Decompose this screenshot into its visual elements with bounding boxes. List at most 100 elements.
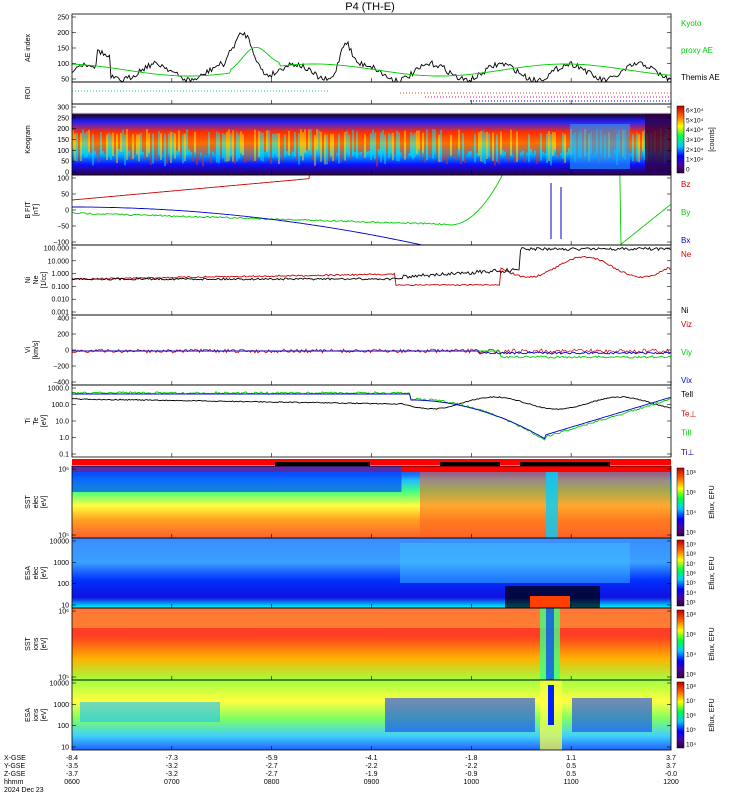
series-ni	[72, 246, 671, 281]
ytick-label: 100	[57, 581, 69, 588]
footer-row-label: Y-GSE	[4, 763, 25, 770]
ylabel-sst_e: elec	[33, 495, 40, 508]
panel-frame-ae	[71, 13, 672, 83]
ytick-label: 100.000	[44, 246, 69, 253]
colorbar-tick: 10⁴	[686, 652, 696, 659]
footer-value: -0.9	[465, 771, 477, 778]
legend-temperature: Te⊥	[681, 409, 696, 418]
plot-title: P4 (TH-E)	[345, 1, 395, 13]
ylabel-ae: AE index	[25, 33, 32, 62]
legend-velocity: Vix	[681, 376, 692, 385]
footer-value: -2.2	[365, 763, 377, 770]
legend-temperature: Tell	[681, 390, 693, 399]
ytick-label: 100	[57, 148, 69, 155]
footer-value: 1200	[663, 779, 679, 786]
ylabel-bfield: B FIT	[25, 201, 32, 219]
panel-frame-velocity	[71, 314, 672, 386]
colorbar-tick: 2×10⁴	[686, 147, 704, 154]
legend-density: Ni	[681, 306, 689, 315]
legend-temperature: Ti⊥	[681, 448, 694, 457]
colorbar-tick: 10⁴	[686, 742, 696, 749]
footer-value: -0.0	[665, 771, 677, 778]
legend-bfield: By	[681, 208, 690, 217]
ytick-label: 100	[57, 61, 69, 68]
footer-value: -3.5	[66, 763, 78, 770]
ytick-label: 0	[65, 208, 69, 215]
series-viz	[72, 348, 671, 354]
footer-row-label: hhmm	[4, 779, 24, 786]
footer-date: 2024 Dec 23	[4, 787, 44, 794]
ylabel-roi: ROI	[25, 87, 32, 100]
ytick-label: 1.000	[51, 271, 69, 278]
ytick-label: 1.0	[59, 435, 69, 442]
series-bz	[72, 175, 310, 201]
colorbar-tick: 1×10⁴	[686, 157, 704, 164]
ylabel-velocity: [km/s]	[33, 341, 40, 360]
colorbar-keogram	[676, 105, 685, 174]
series-themis-ae	[72, 31, 671, 82]
colorbar-tick: 0	[686, 167, 690, 174]
series-vix	[72, 350, 671, 355]
ytick-label: 10	[61, 603, 69, 610]
ylabel-sst_e: SST	[25, 494, 32, 508]
footer-value: -2.2	[465, 763, 477, 770]
ytick-label: 150	[57, 46, 69, 53]
ylabel-temperature: Ti	[25, 418, 32, 424]
series-tiperp	[72, 393, 671, 440]
ytick-label: 0	[65, 348, 69, 355]
ytick-label: 200	[57, 332, 69, 339]
colorbar-tick: 10⁶	[686, 490, 696, 497]
footer-value: -3.2	[166, 771, 178, 778]
ylabel-esa_i: ions	[33, 708, 40, 721]
ytick-label: −100	[53, 240, 69, 247]
ytick-label: 1000.0	[48, 386, 70, 393]
colorbar-label: Eflux, EFU	[709, 556, 716, 589]
ylabel-velocity: Vi	[25, 347, 32, 354]
colorbar-label: Eflux, EFU	[709, 627, 716, 660]
ytick-label: 10.000	[48, 258, 70, 265]
colorbar-esa_e	[676, 539, 685, 607]
ylabel-temperature: Te	[33, 417, 40, 425]
series-by	[72, 175, 671, 245]
colorbar-tick: 10⁴	[686, 510, 696, 517]
mode-bar	[72, 459, 671, 465]
colorbar-tick: 10⁵	[686, 727, 696, 734]
colorbar-tick: 10⁶	[686, 571, 696, 578]
colorbar-tick: 10⁸	[686, 612, 696, 619]
colorbar-tick: 10⁸	[686, 684, 696, 691]
footer-row-label: X-GSE	[4, 755, 26, 762]
ytick-label: 0.1	[59, 452, 69, 459]
ytick-label: 50	[61, 192, 69, 199]
ylabel-density: Ne	[33, 275, 40, 284]
colorbar-tick: 10⁶	[686, 713, 696, 720]
colorbar-tick: 10⁸	[686, 551, 696, 558]
footer-value: 0.5	[566, 763, 576, 770]
ylabel-esa_e: [eV]	[41, 567, 48, 580]
ytick-label: 200	[57, 126, 69, 133]
footer-value: 0900	[364, 779, 380, 786]
ytick-label: 250	[57, 15, 69, 22]
legend-velocity: Viy	[681, 348, 692, 357]
colorbar-sst_e	[676, 467, 685, 537]
ytick-label: 10⁵	[58, 533, 69, 540]
ylabel-esa_e: ESA	[25, 566, 32, 580]
ytick-label: 10.0	[55, 419, 69, 426]
colorbar-tick: 10⁷	[686, 698, 696, 705]
colorbar-tick: 10⁶	[686, 632, 696, 639]
colorbar-tick: 10⁹	[686, 542, 696, 549]
footer-value: 1100	[564, 779, 579, 786]
ylabel-sst_i: ions	[33, 637, 40, 650]
ylabel-sst_e: [eV]	[41, 496, 48, 509]
series-tell	[72, 395, 671, 410]
colorbar-tick: 10⁸	[686, 470, 696, 477]
footer-value: -3.7	[66, 771, 78, 778]
series-kyoto-proxy-ae	[72, 46, 671, 77]
ylabel-sst_i: SST	[25, 636, 32, 650]
ytick-label: 100.0	[51, 402, 69, 409]
ytick-label: −400	[53, 380, 69, 387]
ytick-label: −50	[57, 224, 69, 231]
footer-value: -7.3	[166, 755, 178, 762]
ytick-label: 10⁶	[58, 609, 69, 616]
colorbar-tick: 5×10⁴	[686, 117, 704, 124]
